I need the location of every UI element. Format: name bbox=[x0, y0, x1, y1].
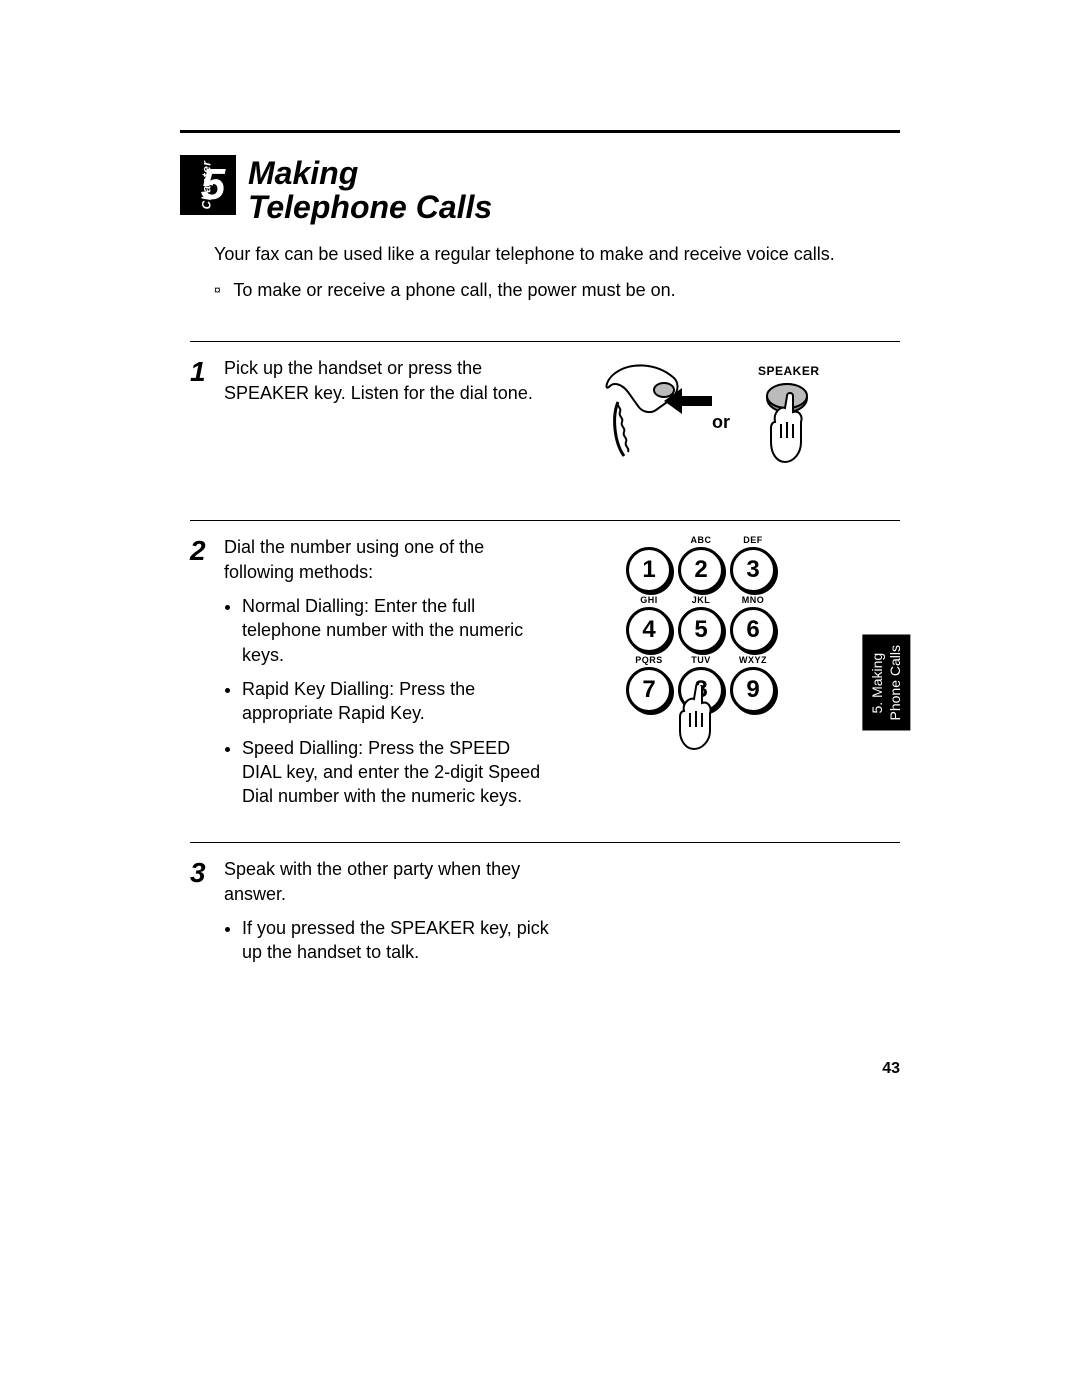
step-1-illustration: or SPEAKER bbox=[574, 356, 900, 496]
keypad-key-5: 5 bbox=[678, 607, 724, 653]
page-number: 43 bbox=[882, 1060, 900, 1078]
steps: 1 Pick up the handset or press the SPEAK… bbox=[190, 341, 900, 998]
chapter-badge: Chapter 5 bbox=[180, 155, 236, 215]
step-3: 3 Speak with the other party when they a… bbox=[190, 842, 900, 998]
step-3-bullet-1: If you pressed the SPEAKER key, pick up … bbox=[242, 916, 554, 965]
step-2-bullets: Normal Dialling: Enter the full telephon… bbox=[224, 594, 554, 808]
step-1-number: 1 bbox=[190, 356, 214, 496]
keypad-key-1: 1 bbox=[626, 547, 672, 593]
keypad-key-3: 3 bbox=[730, 547, 776, 593]
note-text: To make or receive a phone call, the pow… bbox=[233, 280, 675, 300]
keypad-label-jkl: JKL bbox=[692, 595, 711, 605]
step-3-body: Speak with the other party when they ans… bbox=[224, 857, 900, 974]
top-rule bbox=[180, 130, 900, 133]
keypad-label-tuv: TUV bbox=[691, 655, 711, 665]
note-bullet: ¤ bbox=[214, 283, 221, 297]
chapter-label: Chapter bbox=[199, 161, 213, 210]
keypad-label-def: DEF bbox=[743, 535, 763, 545]
step-2-text-block: Dial the number using one of the followi… bbox=[224, 535, 554, 818]
chapter-title-line2: Telephone Calls bbox=[248, 189, 492, 225]
handset-icon bbox=[584, 356, 714, 486]
step-2: 2 Dial the number using one of the follo… bbox=[190, 520, 900, 842]
step-1: 1 Pick up the handset or press the SPEAK… bbox=[190, 341, 900, 520]
keypad-key-2: 2 bbox=[678, 547, 724, 593]
keypad-label-ghi: GHI bbox=[640, 595, 658, 605]
keypad-key-9: 9 bbox=[730, 667, 776, 713]
step-2-text: Dial the number using one of the followi… bbox=[224, 537, 484, 581]
chapter-title: Making Telephone Calls bbox=[248, 155, 492, 224]
keypad-key-6: 6 bbox=[730, 607, 776, 653]
step-3-text-block: Speak with the other party when they ans… bbox=[224, 857, 554, 974]
step-3-number: 3 bbox=[190, 857, 214, 974]
intro-text: Your fax can be used like a regular tele… bbox=[214, 242, 900, 266]
step-1-text: Pick up the handset or press the SPEAKER… bbox=[224, 356, 554, 496]
step-2-body: Dial the number using one of the followi… bbox=[224, 535, 900, 818]
keypad-key-4: 4 bbox=[626, 607, 672, 653]
step-3-text: Speak with the other party when they ans… bbox=[224, 859, 520, 903]
keypad-label-abc: ABC bbox=[691, 535, 712, 545]
page: Chapter 5 Making Telephone Calls Your fa… bbox=[180, 130, 900, 999]
keypad-label-pqrs: PQRS bbox=[635, 655, 663, 665]
step-2-bullet-1: Normal Dialling: Enter the full telephon… bbox=[242, 594, 554, 667]
step-1-body: Pick up the handset or press the SPEAKER… bbox=[224, 356, 900, 496]
step-3-bullets: If you pressed the SPEAKER key, pick up … bbox=[224, 916, 554, 965]
chapter-header: Chapter 5 Making Telephone Calls bbox=[180, 155, 900, 224]
note-row: ¤ To make or receive a phone call, the p… bbox=[214, 280, 900, 301]
step-2-bullet-2: Rapid Key Dialling: Press the appropriat… bbox=[242, 677, 554, 726]
step-2-illustration: ABC DEF 1 2 3 GHI JKL MNO 4 5 6 PQRS TUV… bbox=[574, 535, 900, 818]
chapter-title-line1: Making bbox=[248, 155, 358, 191]
speaker-button-icon bbox=[757, 382, 817, 472]
keypad-finger-icon bbox=[666, 685, 726, 755]
speaker-button-group: SPEAKER bbox=[754, 364, 820, 477]
step-2-number: 2 bbox=[190, 535, 214, 818]
keypad-label-wxyz: WXYZ bbox=[739, 655, 767, 665]
step-2-bullet-3: Speed Dialling: Press the SPEED DIAL key… bbox=[242, 736, 554, 809]
side-tab: 5. MakingPhone Calls bbox=[862, 635, 910, 731]
or-label: or bbox=[712, 412, 730, 433]
keypad-label-mno: MNO bbox=[742, 595, 765, 605]
speaker-label: SPEAKER bbox=[758, 364, 820, 378]
